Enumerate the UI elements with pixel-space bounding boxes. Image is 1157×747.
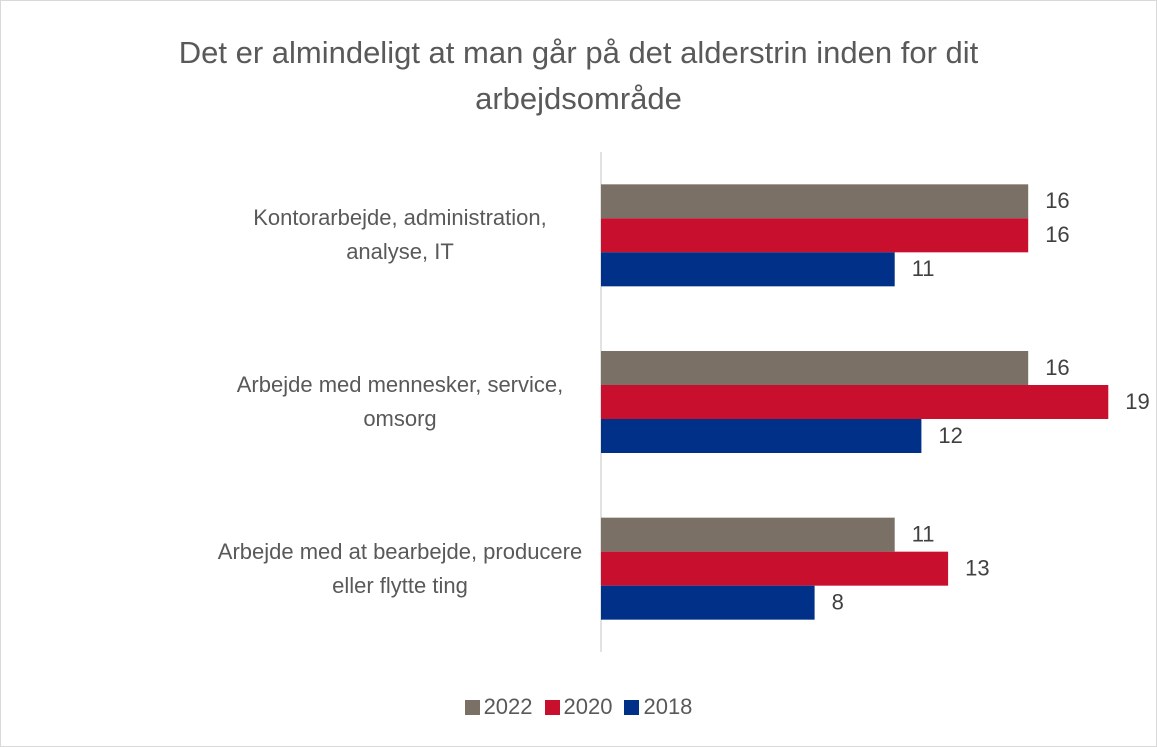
- legend-item: 2020: [544, 694, 613, 720]
- data-label: 19: [1125, 389, 1149, 414]
- legend-swatch: [624, 700, 640, 715]
- bar: [601, 385, 1109, 419]
- data-label: 11: [912, 521, 935, 546]
- bar: [601, 419, 922, 453]
- category-text: Arbejde med at bearbejde, producere elle…: [217, 538, 583, 598]
- category-text: Kontorarbejde, administration, analyse, …: [253, 205, 547, 265]
- category-label: Arbejde med mennesker, service, omsorg: [5, 368, 585, 436]
- legend: 2022 2020 2018: [0, 694, 1157, 720]
- data-label: 16: [1045, 188, 1069, 213]
- bar: [601, 517, 895, 552]
- data-label: 16: [1045, 222, 1069, 247]
- data-label: 16: [1045, 355, 1069, 380]
- legend-label: 2020: [563, 694, 613, 719]
- bar: [601, 218, 1029, 253]
- data-label: 12: [938, 423, 962, 448]
- chart-title: Det er almindeligt at man går på det ald…: [178, 35, 979, 116]
- bar: [601, 184, 1029, 219]
- legend-label: 2022: [483, 694, 533, 719]
- legend-label: 2018: [643, 694, 693, 719]
- legend-item: 2018: [624, 694, 692, 720]
- bar: [601, 551, 949, 586]
- category-label: Kontorarbejde, administration, analyse, …: [5, 201, 585, 269]
- category-label: Arbejde med at bearbejde, producere elle…: [5, 535, 585, 603]
- category-text: Arbejde med mennesker, service, omsorg: [236, 372, 564, 431]
- data-label: 8: [832, 589, 844, 614]
- legend-swatch: [464, 700, 480, 715]
- bar: [601, 252, 895, 287]
- legend-swatch: [544, 700, 560, 715]
- legend-item: 2022: [464, 694, 533, 720]
- data-label: 11: [912, 256, 935, 281]
- data-label: 13: [965, 555, 989, 580]
- bar: [601, 351, 1029, 385]
- bar: [601, 585, 815, 620]
